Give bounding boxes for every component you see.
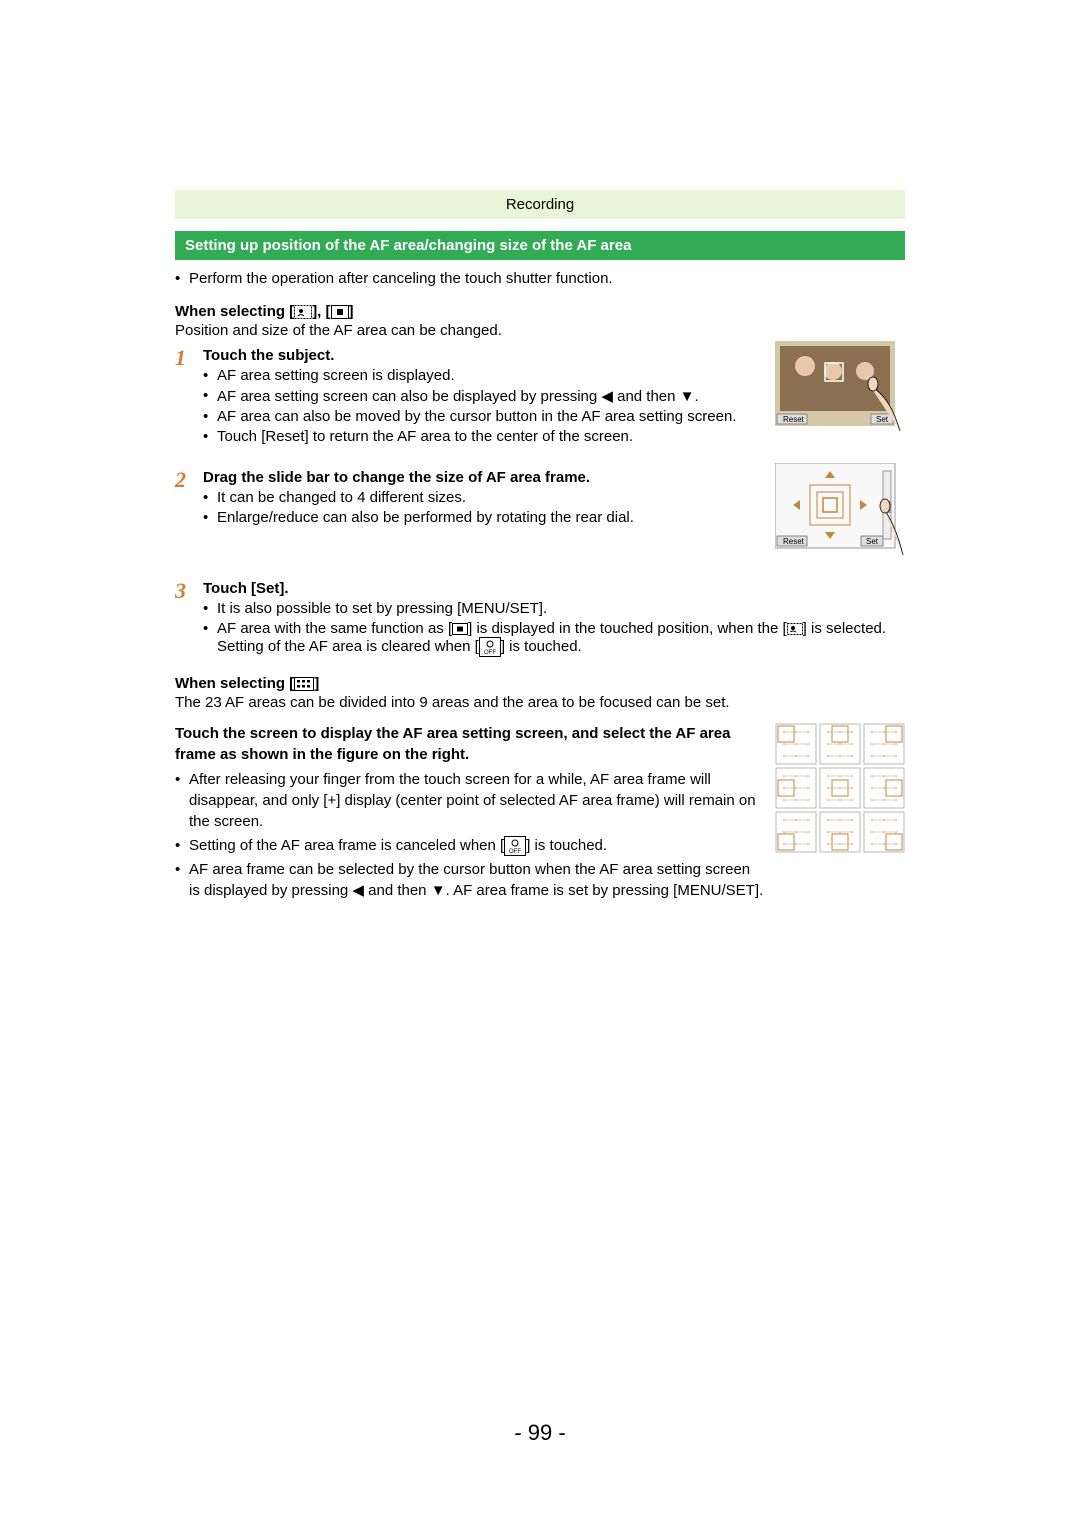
s2-b1: After releasing your finger from the tou… [189,769,765,832]
bullet-dot: • [203,408,217,425]
s3b2a: AF area with the same function as [ [217,620,452,637]
bullet-dot: • [203,428,217,445]
step1-illustration: Reset Set [775,341,905,436]
svg-text:Reset: Reset [783,537,805,546]
step1-title: Touch the subject. [203,347,765,364]
bullet-dot: • [203,600,217,617]
page-title: Setting up position of the AF area/chang… [185,237,631,254]
s2b3c: . AF area frame is set by pressing [MENU… [446,882,764,899]
heading-suffix: ] [349,303,354,320]
section2-intro: The 23 AF areas can be divided into 9 ar… [175,692,905,713]
s3b2b: ] is displayed in the touched position, … [468,620,787,637]
intro-bullet: • Perform the operation after canceling … [175,268,905,289]
heading-sep: ], [ [312,303,330,320]
bullet-dot: • [203,509,217,526]
section1-heading: When selecting [ ], [] [175,303,905,320]
section1-subtext: Position and size of the AF area can be … [175,320,905,341]
bullet-dot: • [175,268,189,289]
multi-area-icon [294,677,314,691]
bullet-dot: • [175,859,189,880]
s2-heading-suffix: ] [314,675,319,692]
face-detect-icon [787,623,803,635]
svg-text:Set: Set [866,537,879,546]
bullet-dot: • [203,620,217,637]
down-arrow-icon: ▼ [680,388,695,405]
step2-title: Drag the slide bar to change the size of… [203,469,765,486]
section2-bold: Touch the screen to display the AF area … [175,723,765,765]
step3-row: 3 Touch [Set]. •It is also possible to s… [175,580,905,657]
s2-b2: Setting of the AF area frame is canceled… [189,835,765,856]
section2-body: Touch the screen to display the AF area … [175,723,905,901]
step3-num: 3 [175,580,203,602]
step1-block: 1 Touch the subject. •AF area setting sc… [175,341,905,445]
s2b2a: Setting of the AF area frame is canceled… [189,837,504,854]
af-grid-diagram [775,723,905,853]
bullet-dot: • [175,769,189,790]
s3b2d: ] is touched. [501,638,582,655]
down-arrow-icon: ▼ [431,882,446,899]
face-detect-icon [294,305,312,319]
step3-b1: It is also possible to set by pressing [… [217,600,905,617]
step2-b2: Enlarge/reduce can also be performed by … [217,509,765,526]
svg-text:OFF: OFF [509,849,521,855]
step2-b1: It can be changed to 4 different sizes. [217,489,765,506]
s2-heading-prefix: When selecting [ [175,675,294,692]
step1-b3: AF area can also be moved by the cursor … [217,408,765,425]
af-off-icon: OFF [504,836,526,856]
bullet-dot: • [203,367,217,384]
s2b3b: and then [364,882,431,899]
step2-num: 2 [175,469,203,491]
bullet-dot: • [175,835,189,856]
b2b: and then [613,388,680,405]
reset-label: Reset [783,415,805,424]
step3-title: Touch [Set]. [203,580,905,597]
page-number: - 99 - [0,1420,1080,1446]
s2b2b: ] is touched. [526,837,607,854]
page-title-bar: Setting up position of the AF area/chang… [175,231,905,260]
step2-illustration: Reset Set [775,463,905,558]
b2a: AF area setting screen can also be displ… [217,388,601,405]
section2-heading: When selecting [] [175,675,905,692]
step2-row: 2 Drag the slide bar to change the size … [175,469,765,526]
step1-b4: Touch [Reset] to return the AF area to t… [217,428,765,445]
bullet-dot: • [203,489,217,506]
s2-b3: AF area frame can be selected by the cur… [189,859,765,901]
svg-text:OFF: OFF [484,650,496,656]
step1-b2: AF area setting screen can also be displ… [217,387,765,405]
left-arrow-icon: ◀ [352,882,364,899]
intro-text: Perform the operation after canceling th… [189,268,905,289]
plus-symbol: + [327,792,336,809]
step2-block: 2 Drag the slide bar to change the size … [175,463,905,558]
step1-b1: AF area setting screen is displayed. [217,367,765,384]
bullet-dot: • [203,387,217,404]
one-area-icon [331,305,349,319]
category-header: Recording [175,190,905,219]
step1-num: 1 [175,347,203,369]
left-arrow-icon: ◀ [601,388,613,405]
step3-b2: AF area with the same function as [ ] is … [217,620,905,657]
af-off-icon: OFF [479,637,501,657]
category-label: Recording [506,196,574,213]
step1-row: 1 Touch the subject. •AF area setting sc… [175,347,765,445]
b2c: . [695,388,699,405]
one-area-icon [452,623,468,635]
heading-prefix: When selecting [ [175,303,294,320]
set-label: Set [876,415,889,424]
